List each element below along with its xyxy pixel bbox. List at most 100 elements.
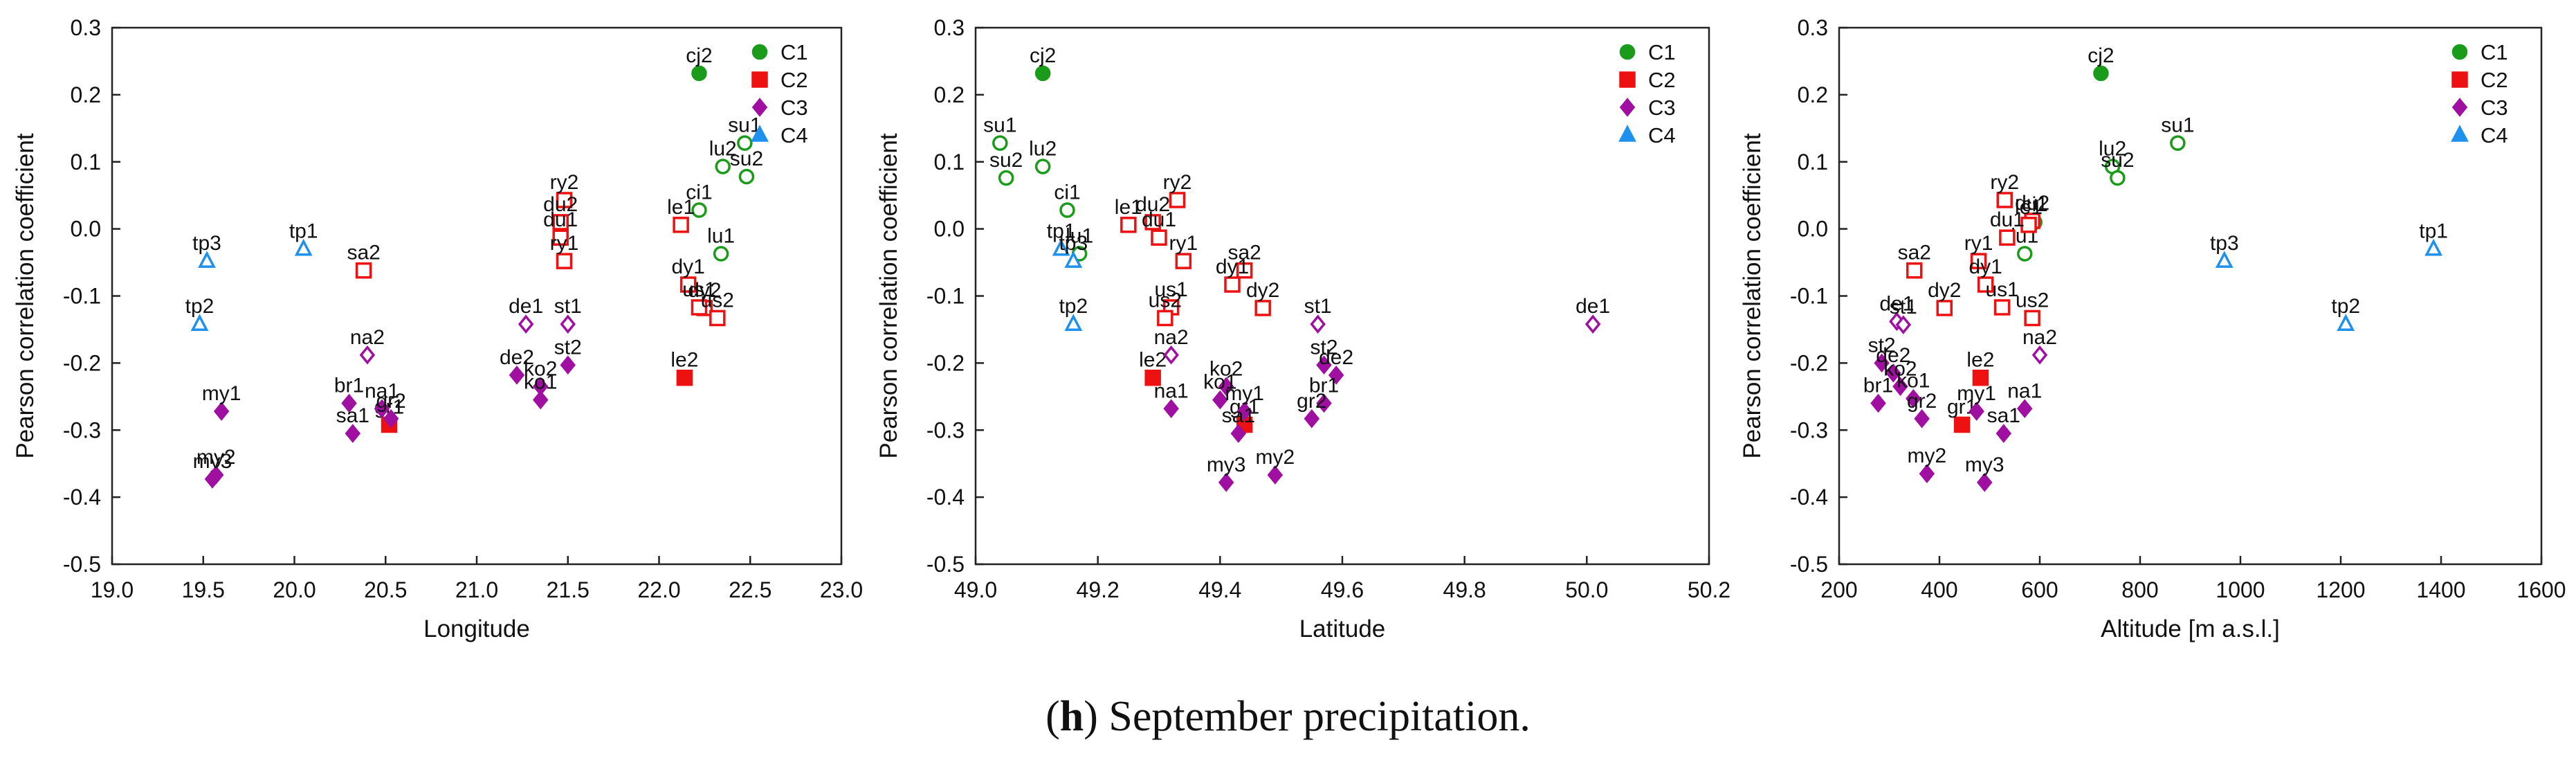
x-tick-label: 49.6 bbox=[1321, 577, 1364, 602]
point-label-my3: my3 bbox=[1965, 453, 2004, 476]
point-label-lu2: lu2 bbox=[709, 138, 737, 161]
y-tick-label: -0.3 bbox=[63, 417, 101, 442]
data-point-my3 bbox=[1976, 473, 1993, 492]
point-label-sa1: sa1 bbox=[1987, 404, 2020, 427]
y-tick-label: -0.4 bbox=[63, 485, 101, 510]
data-point-na2 bbox=[2031, 345, 2048, 365]
data-point-cj2 bbox=[2093, 65, 2109, 82]
point-label-br1: br1 bbox=[1309, 375, 1339, 397]
point-label-ci1: ci1 bbox=[686, 181, 712, 204]
data-point-gr2 bbox=[383, 409, 399, 429]
data-point-ci1 bbox=[1059, 202, 1075, 218]
y-tick-label: -0.4 bbox=[926, 485, 965, 510]
point-label-my3: my3 bbox=[193, 450, 232, 473]
x-tick-label: 20.5 bbox=[364, 577, 407, 602]
point-label-tp2: tp2 bbox=[1059, 295, 1088, 318]
data-point-su1 bbox=[2170, 135, 2186, 151]
x-tick-label: 19.5 bbox=[182, 577, 225, 602]
data-point-tp3 bbox=[1064, 251, 1083, 268]
data-point-du2 bbox=[552, 214, 569, 231]
x-tick-label: 49.0 bbox=[954, 577, 997, 602]
y-tick-label: 0.1 bbox=[1798, 150, 1828, 174]
y-tick-label: 0.0 bbox=[71, 217, 101, 242]
data-point-le1 bbox=[673, 217, 689, 233]
point-label-na1: na1 bbox=[365, 379, 399, 402]
data-point-ko1 bbox=[1906, 388, 1921, 408]
x-tick-label: 1000 bbox=[2216, 577, 2265, 602]
legend-marker-C2 bbox=[2451, 71, 2468, 88]
point-label-dy1: dy1 bbox=[671, 255, 704, 278]
data-point-su2 bbox=[998, 170, 1014, 186]
legend-marker-C3 bbox=[751, 98, 768, 117]
legend-marker-C4 bbox=[2451, 125, 2469, 142]
series-C4: tp1 tp3 tp2 bbox=[2210, 220, 2448, 331]
data-point-st1 bbox=[1310, 314, 1326, 334]
point-label-my1: my1 bbox=[202, 382, 241, 405]
point-label-de2: de2 bbox=[1319, 346, 1353, 369]
legend-label-C4: C4 bbox=[2481, 123, 2508, 147]
data-point-ko1 bbox=[532, 390, 549, 410]
data-point-dy1 bbox=[679, 276, 697, 293]
point-label-my2: my2 bbox=[197, 446, 236, 469]
point-label-ko1: ko1 bbox=[524, 371, 557, 394]
y-axis-label: Pearson correlation coefficient bbox=[1739, 133, 1766, 458]
point-label-cj2: cj2 bbox=[2088, 44, 2114, 67]
data-point-tp1 bbox=[1052, 238, 1070, 256]
point-label-sa2: sa2 bbox=[1227, 242, 1261, 264]
data-point-su2 bbox=[738, 168, 755, 185]
legend-label-C1: C1 bbox=[2481, 40, 2508, 64]
x-axis-label: Latitude bbox=[1299, 615, 1386, 642]
data-point-br1 bbox=[1870, 393, 1886, 413]
legend-label-C1: C1 bbox=[1648, 40, 1676, 64]
legend-marker-C3 bbox=[2451, 98, 2468, 117]
x-tick-label: 50.0 bbox=[1565, 577, 1608, 602]
point-label-su1: su1 bbox=[983, 114, 1016, 137]
point-label-my2: my2 bbox=[1255, 446, 1295, 469]
point-label-my1: my1 bbox=[1957, 382, 1996, 405]
point-label-lu1: lu1 bbox=[707, 224, 735, 247]
point-label-st1: st1 bbox=[1304, 295, 1332, 318]
data-point-du2 bbox=[1144, 214, 1161, 231]
point-label-ci1: ci1 bbox=[1054, 181, 1080, 204]
point-label-su2: su2 bbox=[989, 149, 1023, 172]
data-point-du1 bbox=[1151, 229, 1167, 246]
point-label-ry1: ry1 bbox=[1964, 232, 1993, 255]
point-label-tp3: tp3 bbox=[1059, 232, 1088, 255]
data-point-sa2 bbox=[1236, 262, 1253, 279]
point-label-st2: st2 bbox=[554, 336, 582, 359]
y-tick-label: -0.1 bbox=[1790, 284, 1828, 309]
data-point-de2 bbox=[1885, 363, 1901, 383]
data-point-ry1 bbox=[1175, 253, 1192, 269]
point-label-gr2: gr2 bbox=[1297, 390, 1326, 413]
point-label-de1: de1 bbox=[509, 295, 543, 318]
figure-caption: (h) September precipitation. bbox=[1045, 693, 1531, 740]
point-label-us1: us1 bbox=[682, 278, 715, 301]
y-tick-label: 0.2 bbox=[71, 82, 101, 107]
data-point-lu1 bbox=[713, 246, 729, 262]
x-axis-label: Longitude bbox=[423, 615, 530, 642]
y-tick-label: 0.1 bbox=[934, 150, 965, 174]
y-tick-label: 0.2 bbox=[1798, 82, 1828, 107]
data-point-ko2 bbox=[1892, 377, 1908, 397]
point-label-ko2: ko2 bbox=[1209, 357, 1243, 380]
legend-label-C1: C1 bbox=[780, 40, 808, 64]
point-label-du2: du2 bbox=[1135, 193, 1170, 216]
y-tick-label: -0.5 bbox=[1790, 552, 1828, 577]
x-tick-label: 21.5 bbox=[547, 577, 590, 602]
data-point-ko1 bbox=[1212, 390, 1228, 410]
point-label-su1: su1 bbox=[2161, 114, 2194, 137]
data-point-us2 bbox=[1157, 309, 1173, 327]
point-label-de2: de2 bbox=[1876, 344, 1910, 367]
point-label-le2: le2 bbox=[1966, 349, 1994, 372]
point-label-le1: le1 bbox=[1115, 196, 1142, 219]
data-point-de1 bbox=[1584, 314, 1601, 334]
x-tick-label: 49.2 bbox=[1077, 577, 1120, 602]
data-point-gr2 bbox=[1304, 409, 1320, 429]
y-tick-label: 0.0 bbox=[934, 217, 965, 242]
point-label-na2: na2 bbox=[350, 326, 385, 349]
point-label-le2: le2 bbox=[1139, 349, 1167, 372]
legend-marker-C4 bbox=[751, 125, 769, 142]
data-point-le1 bbox=[2020, 217, 2037, 233]
